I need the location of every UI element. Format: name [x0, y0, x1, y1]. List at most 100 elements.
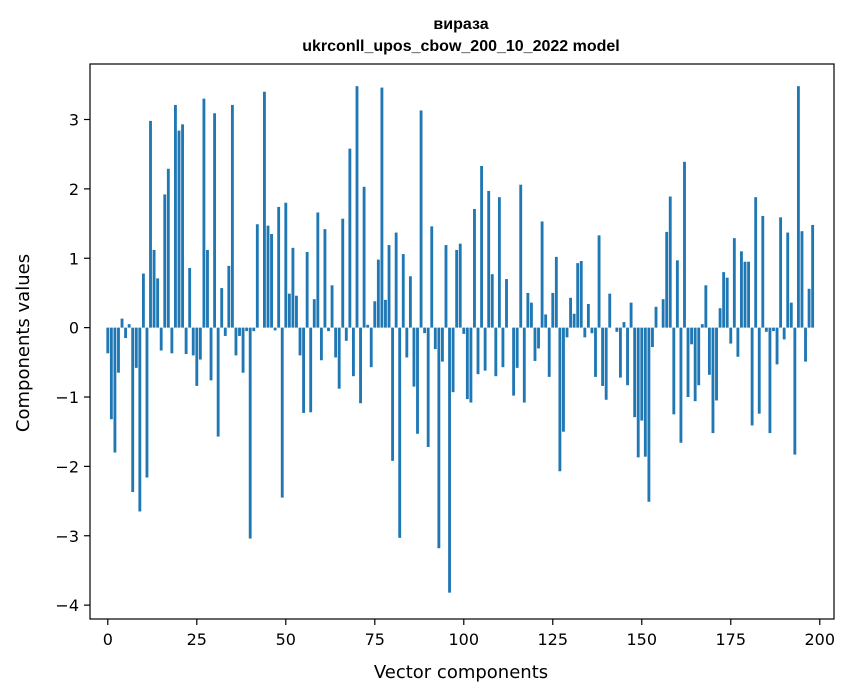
bar-130 [569, 297, 572, 328]
bar-121 [537, 327, 540, 349]
bar-100 [462, 327, 466, 334]
bar-192 [789, 302, 793, 328]
bar-102 [469, 327, 473, 403]
bar-47 [273, 327, 277, 331]
bar-195 [800, 231, 804, 328]
plot-frame [89, 63, 835, 620]
bar-86 [412, 327, 416, 387]
bar-171 [715, 327, 718, 401]
bar-117 [522, 327, 526, 403]
bar-17 [166, 168, 170, 328]
bar-65 [337, 327, 341, 389]
bar-167 [700, 324, 704, 328]
x-tick-label: 150 [626, 630, 657, 649]
bar-28 [206, 249, 209, 328]
bar-36 [234, 327, 238, 356]
bar-154 [654, 306, 658, 328]
bar-4 [120, 318, 124, 328]
bar-39 [245, 327, 249, 332]
bar-99 [458, 243, 462, 328]
bar-197 [807, 288, 811, 328]
bar-14 [156, 278, 160, 328]
bar-128 [562, 327, 565, 432]
bar-106 [483, 327, 487, 371]
bar-182 [754, 197, 758, 328]
bar-21 [181, 124, 184, 328]
bar-157 [665, 231, 669, 328]
bar-188 [775, 327, 779, 365]
bar-19 [174, 104, 177, 328]
bar-150 [640, 327, 644, 421]
bar-126 [554, 256, 558, 328]
bar-32 [220, 288, 224, 328]
bar-80 [391, 327, 395, 461]
bar-111 [501, 327, 505, 368]
bar-16 [163, 194, 167, 328]
bar-78 [384, 299, 387, 328]
bar-20 [177, 130, 181, 328]
bar-25 [195, 327, 199, 386]
x-tick-label: 175 [715, 630, 746, 649]
bar-176 [732, 238, 736, 328]
bar-169 [707, 327, 711, 375]
bar-129 [565, 327, 569, 338]
bar-190 [782, 327, 786, 340]
bar-75 [373, 301, 377, 328]
bar-185 [764, 327, 768, 332]
bar-96 [448, 327, 451, 593]
bar-10 [141, 273, 145, 328]
x-tick-label: 0 [103, 630, 113, 649]
bar-105 [480, 165, 484, 328]
bar-79 [387, 245, 391, 328]
bar-57 [309, 327, 313, 413]
bar-82 [398, 327, 402, 538]
bar-119 [529, 302, 533, 328]
bar-98 [455, 249, 459, 328]
bar-153 [651, 327, 654, 348]
chart-title-line1: вираза [433, 16, 488, 33]
bar-151 [643, 327, 647, 457]
bar-123 [544, 314, 548, 328]
bar-74 [369, 327, 373, 368]
bar-186 [768, 327, 772, 434]
bar-8 [134, 327, 138, 368]
bar-69 [352, 327, 355, 377]
bar-49 [280, 327, 284, 498]
bar-44 [263, 91, 266, 328]
bar-54 [298, 327, 302, 356]
bar-30 [213, 113, 217, 328]
y-tick-label: −3 [55, 527, 79, 546]
bar-22 [184, 327, 188, 354]
bar-148 [633, 327, 637, 418]
x-axis-label: Vector components [374, 662, 548, 683]
bar-172 [718, 308, 722, 328]
bar-42 [255, 224, 259, 328]
bar-68 [348, 148, 352, 328]
bar-34 [227, 265, 231, 328]
y-tick-label: −1 [55, 388, 79, 407]
x-tick-label: 200 [804, 630, 835, 649]
bar-48 [277, 206, 281, 328]
bar-13 [152, 249, 156, 328]
bar-24 [191, 327, 195, 356]
bar-164 [690, 327, 694, 345]
bar-26 [198, 327, 202, 360]
bar-134 [583, 327, 587, 338]
bar-52 [291, 247, 295, 328]
bar-94 [441, 327, 444, 362]
bar-58 [312, 299, 316, 328]
x-tick-label: 75 [365, 630, 385, 649]
bar-45 [266, 225, 270, 328]
bar-5 [124, 327, 128, 339]
bar-125 [551, 292, 555, 328]
bar-107 [487, 190, 491, 328]
bar-93 [437, 327, 441, 549]
bar-174 [725, 277, 729, 328]
bar-77 [380, 87, 384, 328]
bar-64 [334, 327, 338, 358]
bar-18 [170, 327, 174, 354]
bar-145 [622, 322, 626, 328]
bar-101 [465, 327, 469, 400]
y-tick-label: 3 [69, 111, 79, 130]
x-tick-label: 50 [276, 630, 296, 649]
